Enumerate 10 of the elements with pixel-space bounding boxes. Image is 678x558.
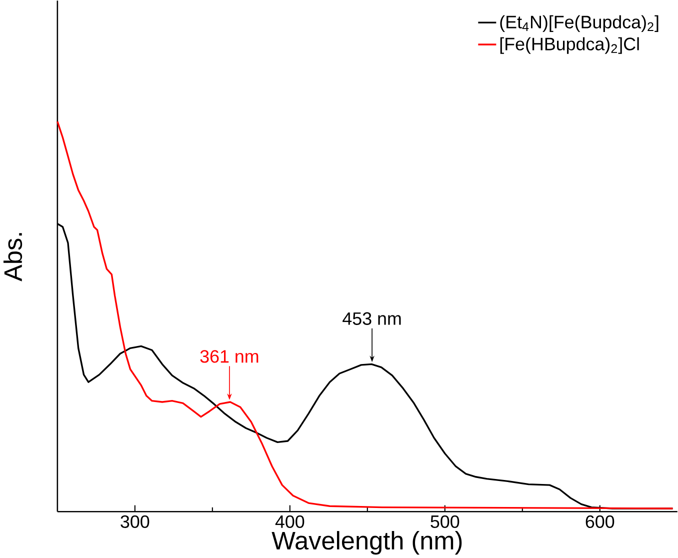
y-axis-title: Abs. <box>4 233 22 282</box>
annotation: 453 nm <box>342 312 401 325</box>
x-axis-title: Wavelength (nm) <box>272 530 462 555</box>
x-tick-label: 600 <box>586 515 614 528</box>
x-tick-label: 400 <box>275 515 304 528</box>
legend-label: [Fe(HBupdca)$_{2}$]Cl <box>500 37 639 54</box>
x-tick-label: 500 <box>430 515 460 528</box>
annotation: 361 nm <box>200 350 258 363</box>
legend-label: (Et$_{4}$N)[Fe(Bupdca)$_{2}$] <box>500 15 658 32</box>
x-tick-label: 300 <box>120 515 150 528</box>
